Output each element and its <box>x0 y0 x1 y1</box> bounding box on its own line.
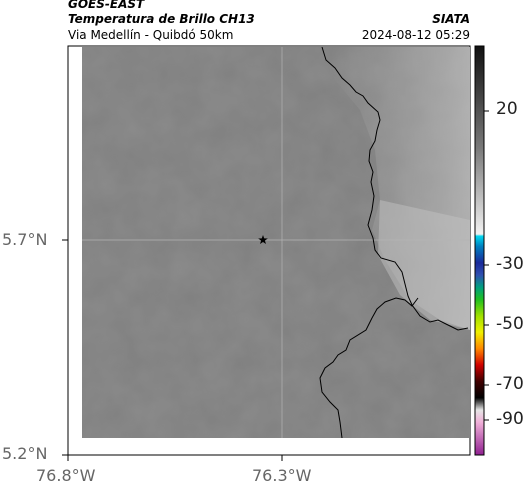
datetime-label: 2024-08-12 05:29 <box>361 28 470 42</box>
department-border-south <box>319 297 419 438</box>
region-subtitle: Via Medellín - Quibdó 50km <box>68 28 234 42</box>
colorbar <box>474 45 485 456</box>
satellite-title: GOES-EAST <box>68 0 145 11</box>
colorbar-label: -30 <box>496 254 524 274</box>
brand-label: SIATA <box>432 12 470 26</box>
colorbar-label: -70 <box>496 374 524 394</box>
colorbar-label: -50 <box>496 314 524 334</box>
department-border <box>321 47 469 331</box>
star-marker <box>258 235 268 244</box>
lon-label: 76.8°W <box>36 466 96 485</box>
lat-label: 5.7°N <box>2 230 48 249</box>
lon-label: 76.3°W <box>252 466 312 485</box>
colorbar-label: -90 <box>496 409 524 429</box>
product-title: Temperatura de Brillo CH13 <box>68 12 255 26</box>
lat-label: 5.2°N <box>2 444 48 463</box>
colorbar-label: 20 <box>496 99 518 119</box>
